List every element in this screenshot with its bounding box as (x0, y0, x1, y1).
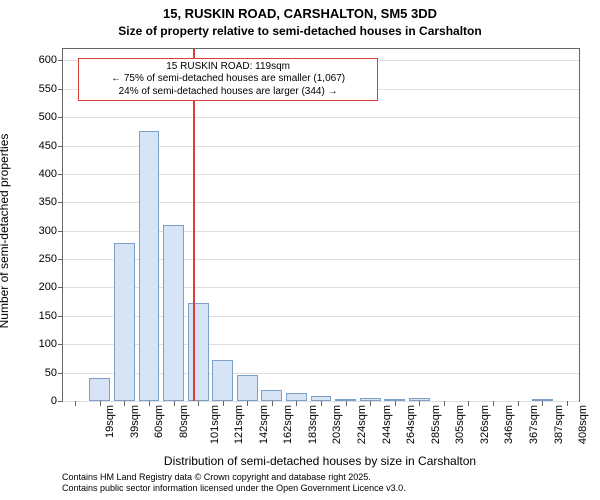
x-tick-label: 183sqm (307, 405, 319, 444)
x-tick-mark (223, 401, 224, 406)
x-tick-mark (518, 401, 519, 406)
histogram-bar (89, 378, 110, 401)
x-tick-mark (124, 401, 125, 406)
grid-line (63, 117, 579, 118)
x-tick-mark (395, 401, 396, 406)
y-tick-label: 550 (39, 83, 57, 95)
y-tick-label: 150 (39, 310, 57, 322)
histogram-bar (114, 243, 135, 401)
y-tick-label: 250 (39, 253, 57, 265)
y-tick-mark (58, 373, 63, 374)
histogram-bar (261, 390, 282, 401)
y-tick-label: 500 (39, 111, 57, 123)
x-tick-mark (444, 401, 445, 406)
y-tick-label: 0 (51, 395, 57, 407)
histogram-bar (188, 303, 209, 401)
x-tick-mark (493, 401, 494, 406)
x-tick-mark (149, 401, 150, 406)
y-tick-mark (58, 89, 63, 90)
x-axis-label: Distribution of semi-detached houses by … (62, 454, 578, 468)
x-tick-label: 346sqm (504, 405, 516, 444)
y-tick-mark (58, 174, 63, 175)
y-tick-label: 450 (39, 140, 57, 152)
x-tick-mark (321, 401, 322, 406)
x-tick-label: 142sqm (258, 405, 270, 444)
y-tick-mark (58, 60, 63, 61)
histogram-bar (163, 225, 184, 401)
y-tick-mark (58, 287, 63, 288)
x-tick-mark (247, 401, 248, 406)
x-tick-label: 60sqm (153, 405, 165, 438)
x-tick-label: 264sqm (405, 405, 417, 444)
x-tick-mark (419, 401, 420, 406)
x-tick-mark (198, 401, 199, 406)
x-tick-label: 101sqm (209, 405, 221, 444)
y-tick-label: 50 (45, 367, 57, 379)
y-tick-label: 100 (39, 338, 57, 350)
x-tick-mark (296, 401, 297, 406)
x-tick-mark (468, 401, 469, 406)
y-tick-mark (58, 202, 63, 203)
chart-title: 15, RUSKIN ROAD, CARSHALTON, SM5 3DD (0, 6, 600, 21)
x-tick-label: 387sqm (553, 405, 565, 444)
annotation-line-2: ← 75% of semi-detached houses are smalle… (83, 73, 372, 86)
x-tick-mark (542, 401, 543, 406)
y-tick-label: 400 (39, 168, 57, 180)
y-tick-mark (58, 259, 63, 260)
y-tick-mark (58, 117, 63, 118)
y-tick-label: 350 (39, 196, 57, 208)
attribution-line-1: Contains HM Land Registry data © Crown c… (62, 472, 406, 483)
histogram-bar (139, 131, 160, 401)
x-tick-mark (370, 401, 371, 406)
plot-area: 05010015020025030035040045050055060019sq… (62, 48, 580, 402)
histogram-bar (212, 360, 233, 401)
x-tick-label: 19sqm (104, 405, 116, 438)
annotation-line-1: 15 RUSKIN ROAD: 119sqm (83, 61, 372, 74)
x-tick-mark (174, 401, 175, 406)
x-tick-label: 367sqm (528, 405, 540, 444)
x-tick-label: 326sqm (479, 405, 491, 444)
x-tick-label: 224sqm (356, 405, 368, 444)
x-tick-label: 408sqm (577, 405, 589, 444)
attribution-line-2: Contains public sector information licen… (62, 483, 406, 494)
x-tick-label: 203sqm (332, 405, 344, 444)
y-tick-label: 600 (39, 54, 57, 66)
x-tick-label: 305sqm (454, 405, 466, 444)
chart-container: 15, RUSKIN ROAD, CARSHALTON, SM5 3DD Siz… (0, 0, 600, 500)
reference-line (193, 49, 195, 401)
y-tick-label: 200 (39, 281, 57, 293)
x-tick-mark (272, 401, 273, 406)
histogram-bar (237, 375, 258, 401)
y-tick-mark (58, 401, 63, 402)
x-tick-mark (346, 401, 347, 406)
x-tick-label: 285sqm (430, 405, 442, 444)
x-tick-mark (567, 401, 568, 406)
x-tick-label: 244sqm (381, 405, 393, 444)
y-tick-mark (58, 231, 63, 232)
x-tick-label: 80sqm (178, 405, 190, 438)
annotation-box: 15 RUSKIN ROAD: 119sqm ← 75% of semi-det… (78, 58, 377, 102)
y-tick-mark (58, 344, 63, 345)
histogram-bar (286, 393, 307, 401)
attribution-text: Contains HM Land Registry data © Crown c… (62, 472, 406, 495)
y-tick-mark (58, 146, 63, 147)
x-tick-label: 39sqm (129, 405, 141, 438)
y-tick-label: 300 (39, 225, 57, 237)
annotation-line-3: 24% of semi-detached houses are larger (… (83, 86, 372, 99)
x-tick-mark (100, 401, 101, 406)
y-axis-label: Number of semi-detached properties (0, 55, 11, 407)
x-tick-mark (75, 401, 76, 406)
x-tick-label: 162sqm (282, 405, 294, 444)
x-tick-label: 121sqm (233, 405, 245, 444)
chart-subtitle: Size of property relative to semi-detach… (0, 24, 600, 38)
y-tick-mark (58, 316, 63, 317)
